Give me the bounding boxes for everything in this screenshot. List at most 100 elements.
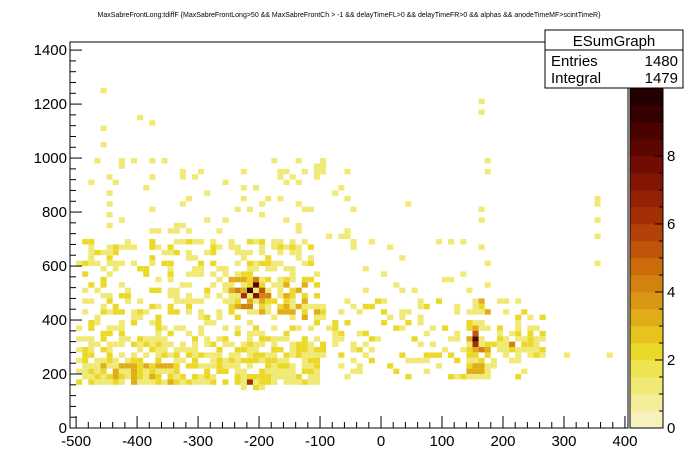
heatmap-bin (100, 368, 107, 375)
heatmap-bin (277, 244, 284, 250)
heatmap-bin (539, 336, 546, 342)
heatmap-bin (283, 368, 290, 375)
heatmap-bin (118, 309, 125, 315)
heatmap-bin (94, 287, 101, 294)
heatmap-bin (295, 228, 302, 234)
z-tick-label: 4 (667, 284, 675, 301)
heatmap-bin (277, 239, 284, 245)
heatmap-bin (484, 325, 491, 331)
heatmap-bin (277, 368, 284, 375)
heatmap-bin (173, 228, 180, 234)
heatmap-bin (167, 293, 174, 299)
heatmap-bin (216, 368, 223, 375)
y-axis: 0 200 400 600 800 1000 1200 1400 (34, 42, 82, 437)
y-tick-label: 800 (42, 204, 67, 221)
heatmap-bin (234, 330, 241, 337)
heatmap-bin (289, 249, 296, 256)
heatmap-bin (234, 368, 241, 375)
heatmap-bin (466, 357, 473, 364)
heatmap-bin (198, 325, 205, 331)
heatmap-bin (216, 352, 223, 358)
heatmap-bin (259, 309, 266, 315)
heatmap-bin (94, 314, 101, 321)
heatmap-bin (393, 282, 400, 288)
heatmap-bin (301, 168, 308, 175)
heatmap-bin (124, 357, 131, 364)
heatmap-bin (289, 352, 296, 358)
heatmap-bin (234, 276, 241, 283)
heatmap-bin (515, 347, 522, 353)
heatmap-bin (277, 293, 284, 299)
heatmap-bin (118, 163, 125, 169)
heatmap-bin (283, 244, 290, 250)
heatmap-bin (399, 287, 406, 294)
heatmap-bin (295, 255, 302, 261)
heatmap-bin (307, 357, 314, 364)
heatmap-bin (521, 309, 528, 315)
heatmap-bin (332, 336, 339, 342)
heatmap-bin (106, 201, 113, 207)
heatmap-bin (185, 352, 192, 358)
heatmap-bin (155, 276, 162, 283)
heatmap-bin (228, 239, 235, 245)
heatmap-bin (502, 298, 510, 304)
heatmap-bin (277, 336, 284, 342)
heatmap-bin (76, 379, 83, 385)
heatmap-bin (374, 336, 382, 342)
heatmap-bin (252, 352, 260, 358)
heatmap-bin (381, 298, 388, 304)
y-tick-label: 1000 (34, 150, 67, 167)
heatmap-bin (210, 244, 217, 250)
heatmap-bin (252, 239, 260, 245)
heatmap-bin (155, 287, 162, 294)
heatmap-bin (167, 341, 174, 348)
heatmap-bin (88, 260, 95, 267)
heatmap-bin (295, 352, 302, 358)
heatmap-bin (563, 352, 571, 358)
heatmap-bin (478, 309, 485, 315)
heatmap-bin (76, 347, 83, 353)
heatmap-bin (466, 336, 473, 342)
heatmap-bin (356, 330, 363, 337)
heatmap-bin (161, 336, 168, 342)
heatmap-bin (210, 352, 217, 358)
heatmap-bin (240, 195, 247, 202)
heatmap-bin (161, 341, 168, 348)
heatmap-bin (484, 158, 491, 164)
stats-integral-label: Integral (551, 70, 601, 87)
x-tick-label: -400 (122, 433, 152, 450)
heatmap-bin (252, 298, 260, 304)
heatmap-bin (338, 363, 345, 369)
heatmap-bin (368, 357, 375, 364)
heatmap-bin (191, 336, 199, 342)
heatmap-bin (155, 330, 162, 337)
color-scale-cell (630, 88, 663, 106)
heatmap-bin (484, 282, 491, 288)
heatmap-bin (100, 125, 107, 132)
heatmap-bin (527, 314, 534, 321)
heatmap-bin (533, 347, 540, 353)
heatmap-bin (313, 357, 321, 364)
heatmap-bin (271, 239, 278, 245)
heatmap-bin (216, 276, 223, 283)
heatmap-bin (106, 255, 113, 261)
heatmap-bin (313, 271, 321, 277)
heatmap-bin (521, 341, 528, 348)
stats-entries-label: Entries (551, 53, 598, 70)
heatmap-bin (130, 357, 138, 364)
heatmap-bin (246, 330, 253, 337)
heatmap-bin (515, 374, 522, 380)
heatmap-bin (179, 379, 186, 385)
heatmap-bin (130, 363, 138, 369)
heatmap-bin (277, 282, 284, 288)
heatmap-bin (210, 341, 217, 348)
heatmap-bin (442, 325, 449, 331)
heatmap-bin (362, 352, 369, 358)
heatmap-bin (100, 357, 107, 364)
heatmap-bin (228, 309, 235, 315)
heatmap-bin (246, 320, 253, 326)
heatmap-bin (478, 336, 485, 342)
heatmap-bin (265, 266, 272, 272)
color-scale-cell (630, 105, 663, 123)
